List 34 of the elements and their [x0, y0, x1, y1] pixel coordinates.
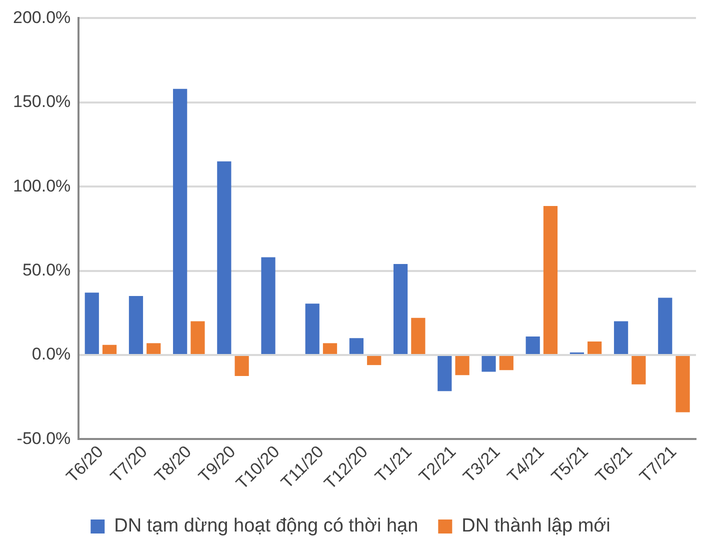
- bar: [455, 356, 470, 376]
- bar: [658, 298, 672, 354]
- bar: [234, 356, 249, 376]
- legend-label: DN tạm dừng hoạt động có thời hạn: [114, 516, 418, 537]
- bar: [173, 88, 188, 354]
- bar: [526, 336, 540, 354]
- bar: [499, 356, 514, 370]
- bar: [217, 161, 232, 354]
- y-tick-label: 100.0%: [12, 176, 71, 196]
- bar: [482, 356, 496, 372]
- bar: [146, 343, 161, 354]
- bar: [128, 296, 144, 354]
- bar: [543, 206, 558, 354]
- bar: [349, 338, 364, 354]
- bar: [102, 344, 117, 354]
- y-tick-label: 200.0%: [12, 8, 71, 27]
- bar: [84, 292, 99, 354]
- y-tick-label: 0.0%: [32, 344, 71, 364]
- y-tick-label: -50.0%: [16, 428, 71, 448]
- bar: [305, 304, 320, 354]
- y-tick-label: 150.0%: [12, 92, 71, 112]
- bar: [367, 356, 382, 366]
- bar: [261, 257, 276, 354]
- legend-label: DN thành lập mới: [462, 516, 610, 537]
- bar: [676, 356, 690, 412]
- bar: [322, 343, 338, 354]
- bar: [588, 341, 602, 354]
- bar: [190, 321, 205, 354]
- bar: [411, 318, 426, 354]
- bar: [614, 321, 628, 354]
- bar: [394, 264, 408, 354]
- bar: [632, 356, 646, 384]
- bar: [438, 356, 452, 392]
- y-tick-label: 50.0%: [22, 260, 71, 280]
